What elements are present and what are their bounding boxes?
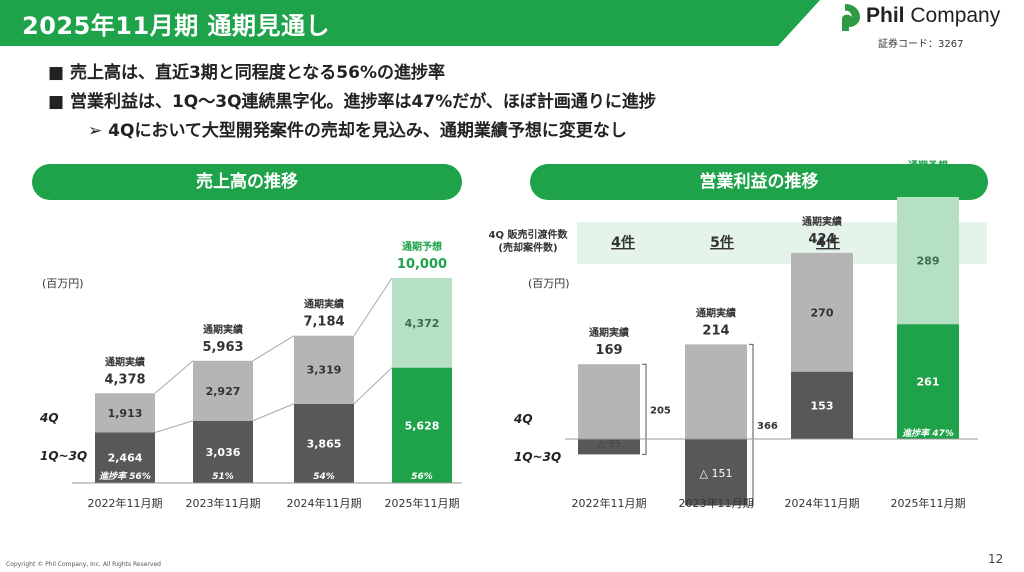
sales-bar-4q [95,393,155,433]
sales-bar-q1-3 [294,403,354,483]
sales-total-value: 7,184 [303,315,344,330]
op-value-q1-3: △ 151 [700,467,733,480]
op-total-value: 550 [914,176,941,191]
sales-value-4q: 1,913 [108,407,143,420]
op-row-label-4q: 4Q [513,412,533,426]
sales-connector-total [154,360,194,394]
sales-value-q1-3: 3,036 [206,446,241,459]
copyright: Copyright © Phil Company, Inc. All Right… [6,561,161,568]
sales-value-q1-3: 5,628 [405,419,440,432]
sales-progress-rate: 51% [212,472,234,482]
sales-total-caption: 通期実績 [105,355,145,368]
sales-connector-total [353,277,393,337]
op-bar-q1-3 [685,439,747,506]
op-progress-rate: 進捗率 47% [902,428,954,439]
sales-progress-rate: 56% [411,472,433,482]
op-bar-q1-3 [578,439,640,455]
sales-value-q1-3: 3,865 [307,437,342,450]
op-total-value: 214 [702,323,729,338]
sales-row-label-q1-3: 1Q~3Q [40,449,87,463]
q4-count-value: 5件 [710,234,734,251]
op-total-value: 424 [808,232,835,247]
page-number: 12 [988,552,1004,566]
op-bar-q1-3 [897,324,959,439]
op-q4-bracket [749,343,754,506]
q4-count-sublabel: (売却案件数) [498,241,557,254]
op-total-caption: 通期実績 [696,306,736,319]
op-unit-label: (百万円) [528,277,570,290]
op-value-4q: 289 [917,255,940,268]
sales-total-caption: 通期予想 [402,240,442,253]
section-title-sales: 売上高の推移 [32,164,462,200]
sales-bar-4q [392,278,452,368]
op-bar-4q [578,364,640,439]
sales-value-4q: 2,927 [206,385,241,398]
sales-value-q1-3: 2,464 [108,452,143,465]
op-total-caption: 通期実績 [589,326,629,339]
op-category-label: 2025年11月期 [891,496,966,510]
page-title: 2025年11月期 通期見通し [22,12,331,40]
logo-text: Phil Company [866,4,1001,27]
sales-row-label-4q: 4Q [39,411,59,425]
sales-value-4q: 4,372 [405,317,440,330]
op-value-4q: 270 [811,306,834,319]
op-total-caption: 通期予想 [908,159,948,172]
sales-category-label: 2022年11月期 [88,496,163,510]
sales-connector-q1-3 [353,367,393,405]
sales-bar-q1-3 [95,432,155,483]
sales-value-4q: 3,319 [307,364,342,377]
sales-category-label: 2023年11月期 [186,496,261,510]
sales-connector-q1-3 [154,420,194,433]
sales-bar-q1-3 [392,367,452,483]
sales-progress-rate: 進捗率 56% [99,471,151,482]
op-q4-bracket [642,363,647,455]
sales-bar-q1-3 [193,420,253,483]
op-bar-4q [791,252,853,372]
op-value-q1-3: 261 [917,376,940,389]
sales-bar-4q [193,360,253,421]
sales-bar-4q [294,335,354,404]
sales-unit-label: (百万円) [42,277,84,290]
sales-category-label: 2024年11月期 [287,496,362,510]
op-total-caption: 通期実績 [802,215,842,228]
sales-connector-total [252,335,295,362]
op-q4-bracket-value: 205 [650,405,671,416]
sales-total-caption: 通期実績 [304,298,344,311]
op-category-label: 2022年11月期 [572,496,647,510]
section-title-op-profit: 営業利益の推移 [530,164,988,200]
sales-total-value: 5,963 [202,340,243,355]
op-row-label-q1-3: 1Q~3Q [514,450,561,464]
q4-count-value: 4件 [611,234,635,251]
header-band [0,0,820,46]
sales-connector-q1-3 [252,403,295,422]
op-bar-q1-3 [791,371,853,439]
op-q4-bracket-value: 366 [757,421,778,432]
stock-code: 証券コード：3267 [878,39,964,50]
sales-total-value: 10,000 [397,257,447,272]
sales-total-value: 4,378 [104,372,145,387]
op-category-label: 2023年11月期 [679,496,754,510]
op-value-q1-3: 153 [811,399,834,412]
bullet-q4-outlook: ➢ 4Qにおいて大型開発案件の売却を見込み、通期業績予想に変更なし [88,121,627,141]
op-total-value: 169 [595,343,622,358]
sales-total-caption: 通期実績 [203,323,243,336]
op-bar-4q [897,197,959,325]
q4-count-value: 4件 [816,234,840,251]
op-value-q1-3: △ 35 [597,439,621,450]
phil-company-logo [842,4,860,31]
sales-category-label: 2025年11月期 [385,496,460,510]
bullet-sales-progress: ■ 売上高は、直近3期と同程度となる56%の進捗率 [48,63,445,83]
op-bar-4q [685,344,747,439]
sales-progress-rate: 54% [313,472,335,482]
op-category-label: 2024年11月期 [785,496,860,510]
q4-count-label: 4Q 販売引渡件数 [489,228,569,241]
bullet-op-profit: ■ 営業利益は、1Q～3Q連続黒字化。進捗率は47%だが、ほぼ計画通りに進捗 [48,92,656,112]
